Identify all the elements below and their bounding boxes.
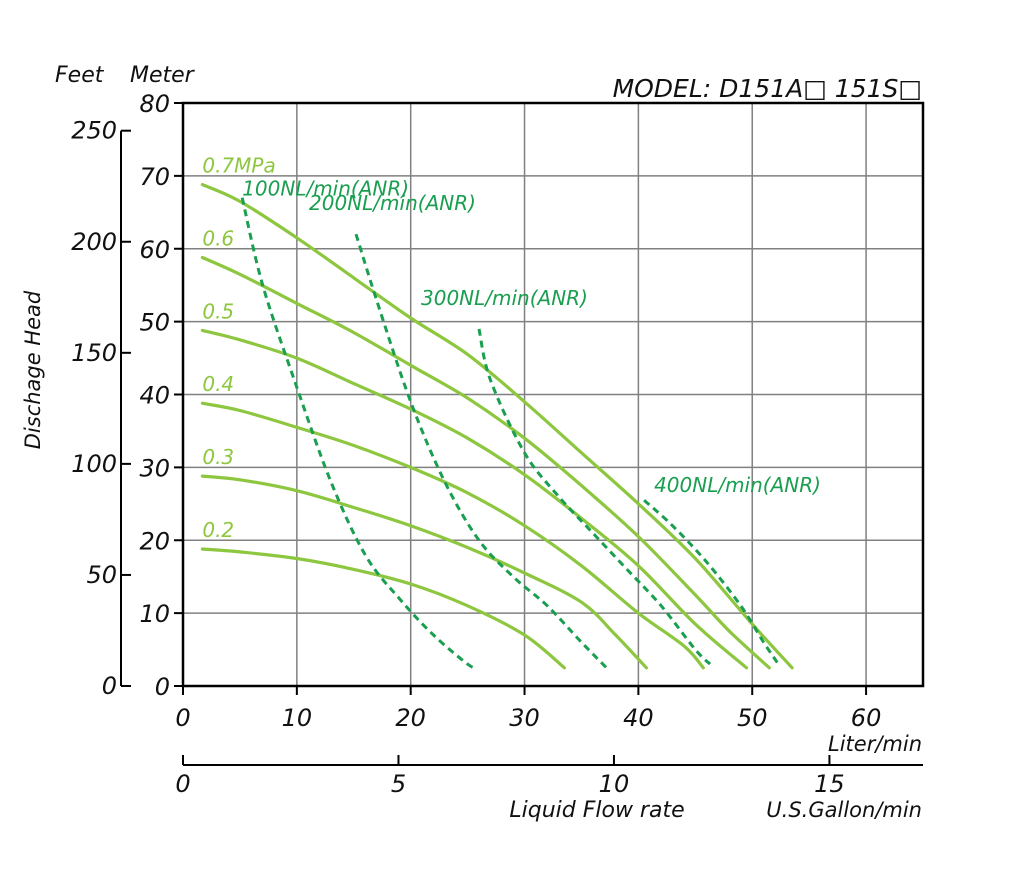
meter-tick-label-20: 20	[139, 527, 170, 555]
air-curve-2	[477, 328, 712, 666]
tick-labels: 0 10 20 30 40 50 60 70 80 0 10 20 30 40 50 60	[139, 90, 881, 732]
meter-tick-label-40: 40	[139, 382, 170, 410]
gallon-unit-label: U.S.Gallon/min	[766, 798, 922, 822]
meter-tick-label-50: 50	[139, 309, 170, 337]
gallon-tick-label-15: 15	[814, 770, 845, 798]
pressure-label-0: 0.7MPa	[202, 154, 275, 178]
air-curve-1	[354, 233, 608, 669]
liter-tick-label-10: 10	[282, 704, 313, 732]
feet-tick-label-100: 100	[71, 450, 117, 478]
pressure-curve-4	[200, 474, 648, 670]
liter-tick-label-40: 40	[623, 704, 654, 732]
pressure-label-5: 0.2	[202, 518, 234, 542]
liter-tick-label-30: 30	[509, 704, 540, 732]
y-axis-label: Dischage Head	[21, 290, 45, 449]
meter-tick-label-60: 60	[139, 236, 170, 264]
gallon-tick-label-5: 5	[391, 770, 406, 798]
liter-tick-label-20: 20	[395, 704, 426, 732]
liter-tick-label-60: 60	[851, 704, 882, 732]
pressure-label-3: 0.4	[202, 372, 234, 396]
air-consumption-curves	[240, 197, 780, 670]
pressure-curves	[200, 183, 794, 670]
feet-tick-label-200: 200	[71, 228, 117, 256]
pressure-curve-0	[200, 183, 794, 670]
air-label-2: 300NL/min(ANR)	[421, 286, 588, 310]
air-label-3: 400NL/min(ANR)	[654, 473, 821, 497]
pressure-label-1: 0.6	[202, 226, 234, 250]
liter-unit-label: Liter/min	[828, 732, 922, 756]
meter-tick-label-10: 10	[139, 600, 170, 628]
gallon-tick-label-10: 10	[599, 770, 630, 798]
pressure-curve-1	[200, 255, 771, 670]
feet-tick-label-150: 150	[71, 339, 117, 367]
pressure-curve-3	[200, 401, 705, 670]
feet-header: Feet	[55, 63, 105, 88]
meter-tick-label-80: 80	[139, 90, 170, 118]
meter-header: Meter	[130, 63, 196, 88]
pressure-curve-2	[200, 328, 749, 670]
chart-title: MODEL: D151A□ 151S□	[613, 74, 922, 103]
pressure-curve-5	[200, 547, 566, 670]
pressure-label-2: 0.5	[202, 299, 234, 323]
meter-tick-label-70: 70	[139, 163, 170, 191]
series-labels: 0.7MPa 0.6 0.5 0.4 0.3 0.2 100NL/min(ANR)200NL…	[202, 154, 821, 542]
grid-lines	[183, 103, 923, 686]
feet-tick-label-0: 0	[102, 672, 117, 700]
air-label-1: 200NL/min(ANR)	[309, 191, 476, 215]
air-curve-0	[240, 197, 478, 670]
air-label-0: 100NL/min(ANR)	[242, 177, 409, 201]
meter-tick-label-30: 30	[139, 454, 170, 482]
liter-tick-label-0: 0	[175, 704, 190, 732]
pressure-label-4: 0.3	[202, 445, 234, 469]
gallon-tick-label-0: 0	[175, 770, 190, 798]
feet-tick-label-250: 250	[71, 117, 117, 145]
x-axis-label: Liquid Flow rate	[509, 798, 684, 823]
liter-tick-label-50: 50	[737, 704, 768, 732]
feet-tick-label-50: 50	[86, 561, 117, 589]
meter-tick-label-0: 0	[155, 673, 170, 701]
